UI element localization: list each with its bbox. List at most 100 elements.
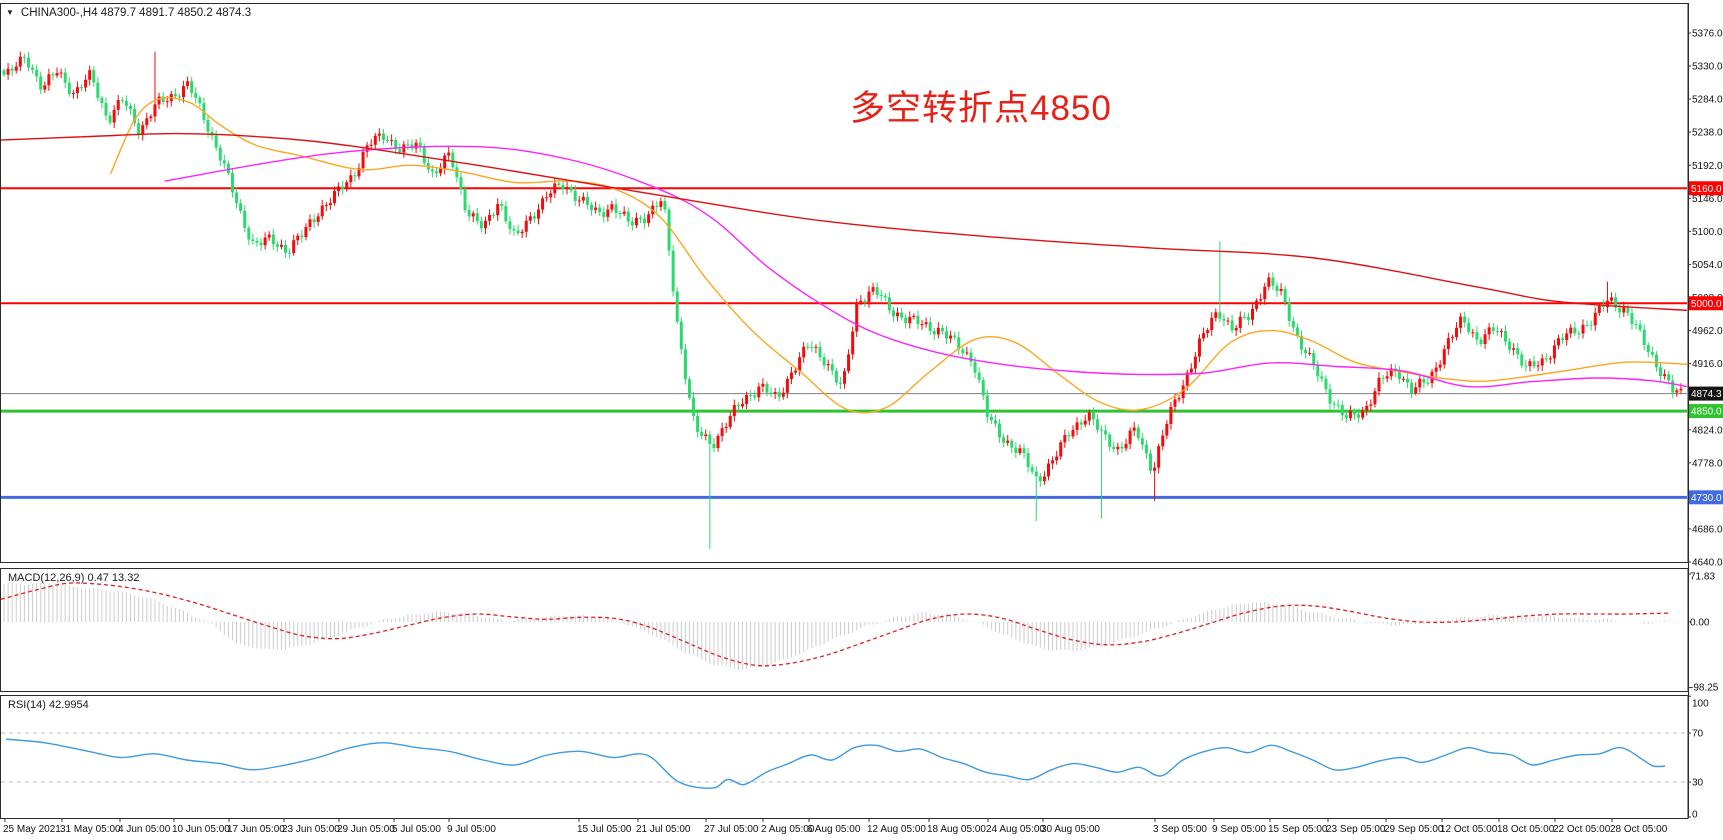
time-tick-label: 4 Jun 05:00 [118, 824, 171, 835]
candle-body [1650, 352, 1654, 355]
candle-body [1140, 438, 1144, 445]
candle-body [1173, 399, 1177, 407]
candle-body [753, 395, 757, 398]
level-axis-chip [1689, 181, 1723, 196]
candle-body [1042, 476, 1046, 482]
time-tick-label: 18 Oct 05:00 [1497, 824, 1555, 835]
candle-body [536, 209, 540, 219]
candle-body [84, 79, 88, 88]
rsi-panel[interactable] [1, 732, 1687, 789]
candle-body [1222, 318, 1226, 321]
candle-body [173, 94, 177, 97]
candle-body [22, 56, 26, 58]
candle-body [447, 152, 451, 156]
candle-body [692, 397, 696, 416]
candle-body [1679, 388, 1683, 391]
candle-body [1189, 368, 1193, 373]
current-price-axis-chip [1689, 386, 1723, 401]
candle-body [218, 147, 222, 161]
candle-body [75, 87, 79, 94]
candle-body [1528, 361, 1532, 367]
candle-body [798, 357, 802, 371]
candle-body [1038, 476, 1042, 482]
candle-body [1128, 430, 1132, 444]
candle-body [1255, 300, 1259, 309]
price-tick-label: 5054.0 [1692, 260, 1723, 271]
candle-body [1324, 378, 1328, 390]
candle-body [161, 96, 165, 103]
candle-body [1532, 361, 1536, 367]
candle-body [618, 212, 622, 215]
candle-body [304, 226, 308, 238]
time-tick-label: 30 Aug 05:00 [1041, 824, 1100, 835]
candle-body [194, 92, 198, 98]
candle-body [1116, 446, 1120, 450]
candle-body [1336, 404, 1340, 406]
candle-body [357, 168, 361, 177]
candle-body [1659, 367, 1663, 377]
price-tick-label: 5376.0 [1692, 29, 1723, 40]
candle-body [528, 216, 532, 221]
candle-body [137, 123, 141, 135]
candle-body [745, 394, 749, 404]
candle-body [10, 68, 14, 71]
candle-body [479, 221, 483, 229]
price-tick-label: 5146.0 [1692, 194, 1723, 205]
rsi-line [5, 738, 1666, 789]
candle-body [920, 324, 924, 326]
candle-body [561, 185, 565, 190]
candle-body [1287, 302, 1291, 321]
candle-body [904, 317, 908, 324]
candle-body [1030, 467, 1034, 472]
candle-body [1654, 354, 1658, 368]
candle-body [1316, 365, 1320, 377]
candle-body [92, 70, 96, 83]
macd-panel[interactable] [1, 582, 1682, 671]
candle-body [1091, 412, 1095, 420]
candle-body [863, 300, 867, 303]
candle-body [124, 101, 128, 106]
time-tick-label: 24 Aug 05:00 [986, 824, 1045, 835]
candle-body [634, 217, 638, 226]
candle-body [814, 346, 818, 348]
symbol-info-bar[interactable]: ▼ CHINA300-,H4 4879.7 4891.7 4850.2 4874… [6, 7, 251, 19]
candle-body [1022, 448, 1026, 454]
ma-fast-orange-line [109, 96, 1687, 414]
candle-body [496, 203, 500, 216]
candle-body [259, 242, 263, 246]
candle-body [418, 142, 422, 147]
time-tick-label: 2 Aug 05:00 [761, 824, 815, 835]
candle-body [1536, 365, 1540, 367]
candle-body [345, 182, 349, 190]
chevron-down-icon[interactable]: ▼ [6, 7, 14, 17]
candle-body [1524, 365, 1528, 367]
price-tick-label: 4916.0 [1692, 359, 1723, 370]
time-axis[interactable]: 25 May 2021 31 May 05:004 Jun 05:00 10 Jun… [3, 819, 1668, 835]
candle-body [1051, 460, 1055, 464]
candle-body [622, 211, 626, 215]
candle-body [1242, 316, 1246, 318]
candle-body [271, 234, 275, 245]
candle-body [1157, 446, 1161, 468]
candle-body [989, 416, 993, 421]
candle-body [71, 93, 75, 95]
main-price-panel[interactable] [1, 51, 1687, 550]
candle-body [843, 371, 846, 384]
time-tick-label: 21 Jul 05:00 [636, 824, 691, 835]
candle-body [316, 216, 320, 223]
time-tick-label: 29 Jun 05:00 [337, 824, 395, 835]
candles-layer [2, 51, 1683, 550]
candle-body [1181, 385, 1185, 399]
horizontal-levels [1, 187, 1687, 499]
candle-body [1259, 299, 1263, 301]
price-axis[interactable]: 5376.0 5330.0 5284.0 5238.0 5192.0 5146.0 5100… [1688, 29, 1723, 821]
candle-body [577, 200, 581, 202]
candle-body [1002, 437, 1006, 443]
candle-body [292, 240, 296, 254]
macd-tick-label: 0.00 [1690, 618, 1710, 629]
price-tick-label: 5238.0 [1692, 128, 1723, 139]
candle-body [1418, 378, 1422, 388]
candle-body [263, 237, 267, 246]
candle-body [288, 252, 292, 254]
